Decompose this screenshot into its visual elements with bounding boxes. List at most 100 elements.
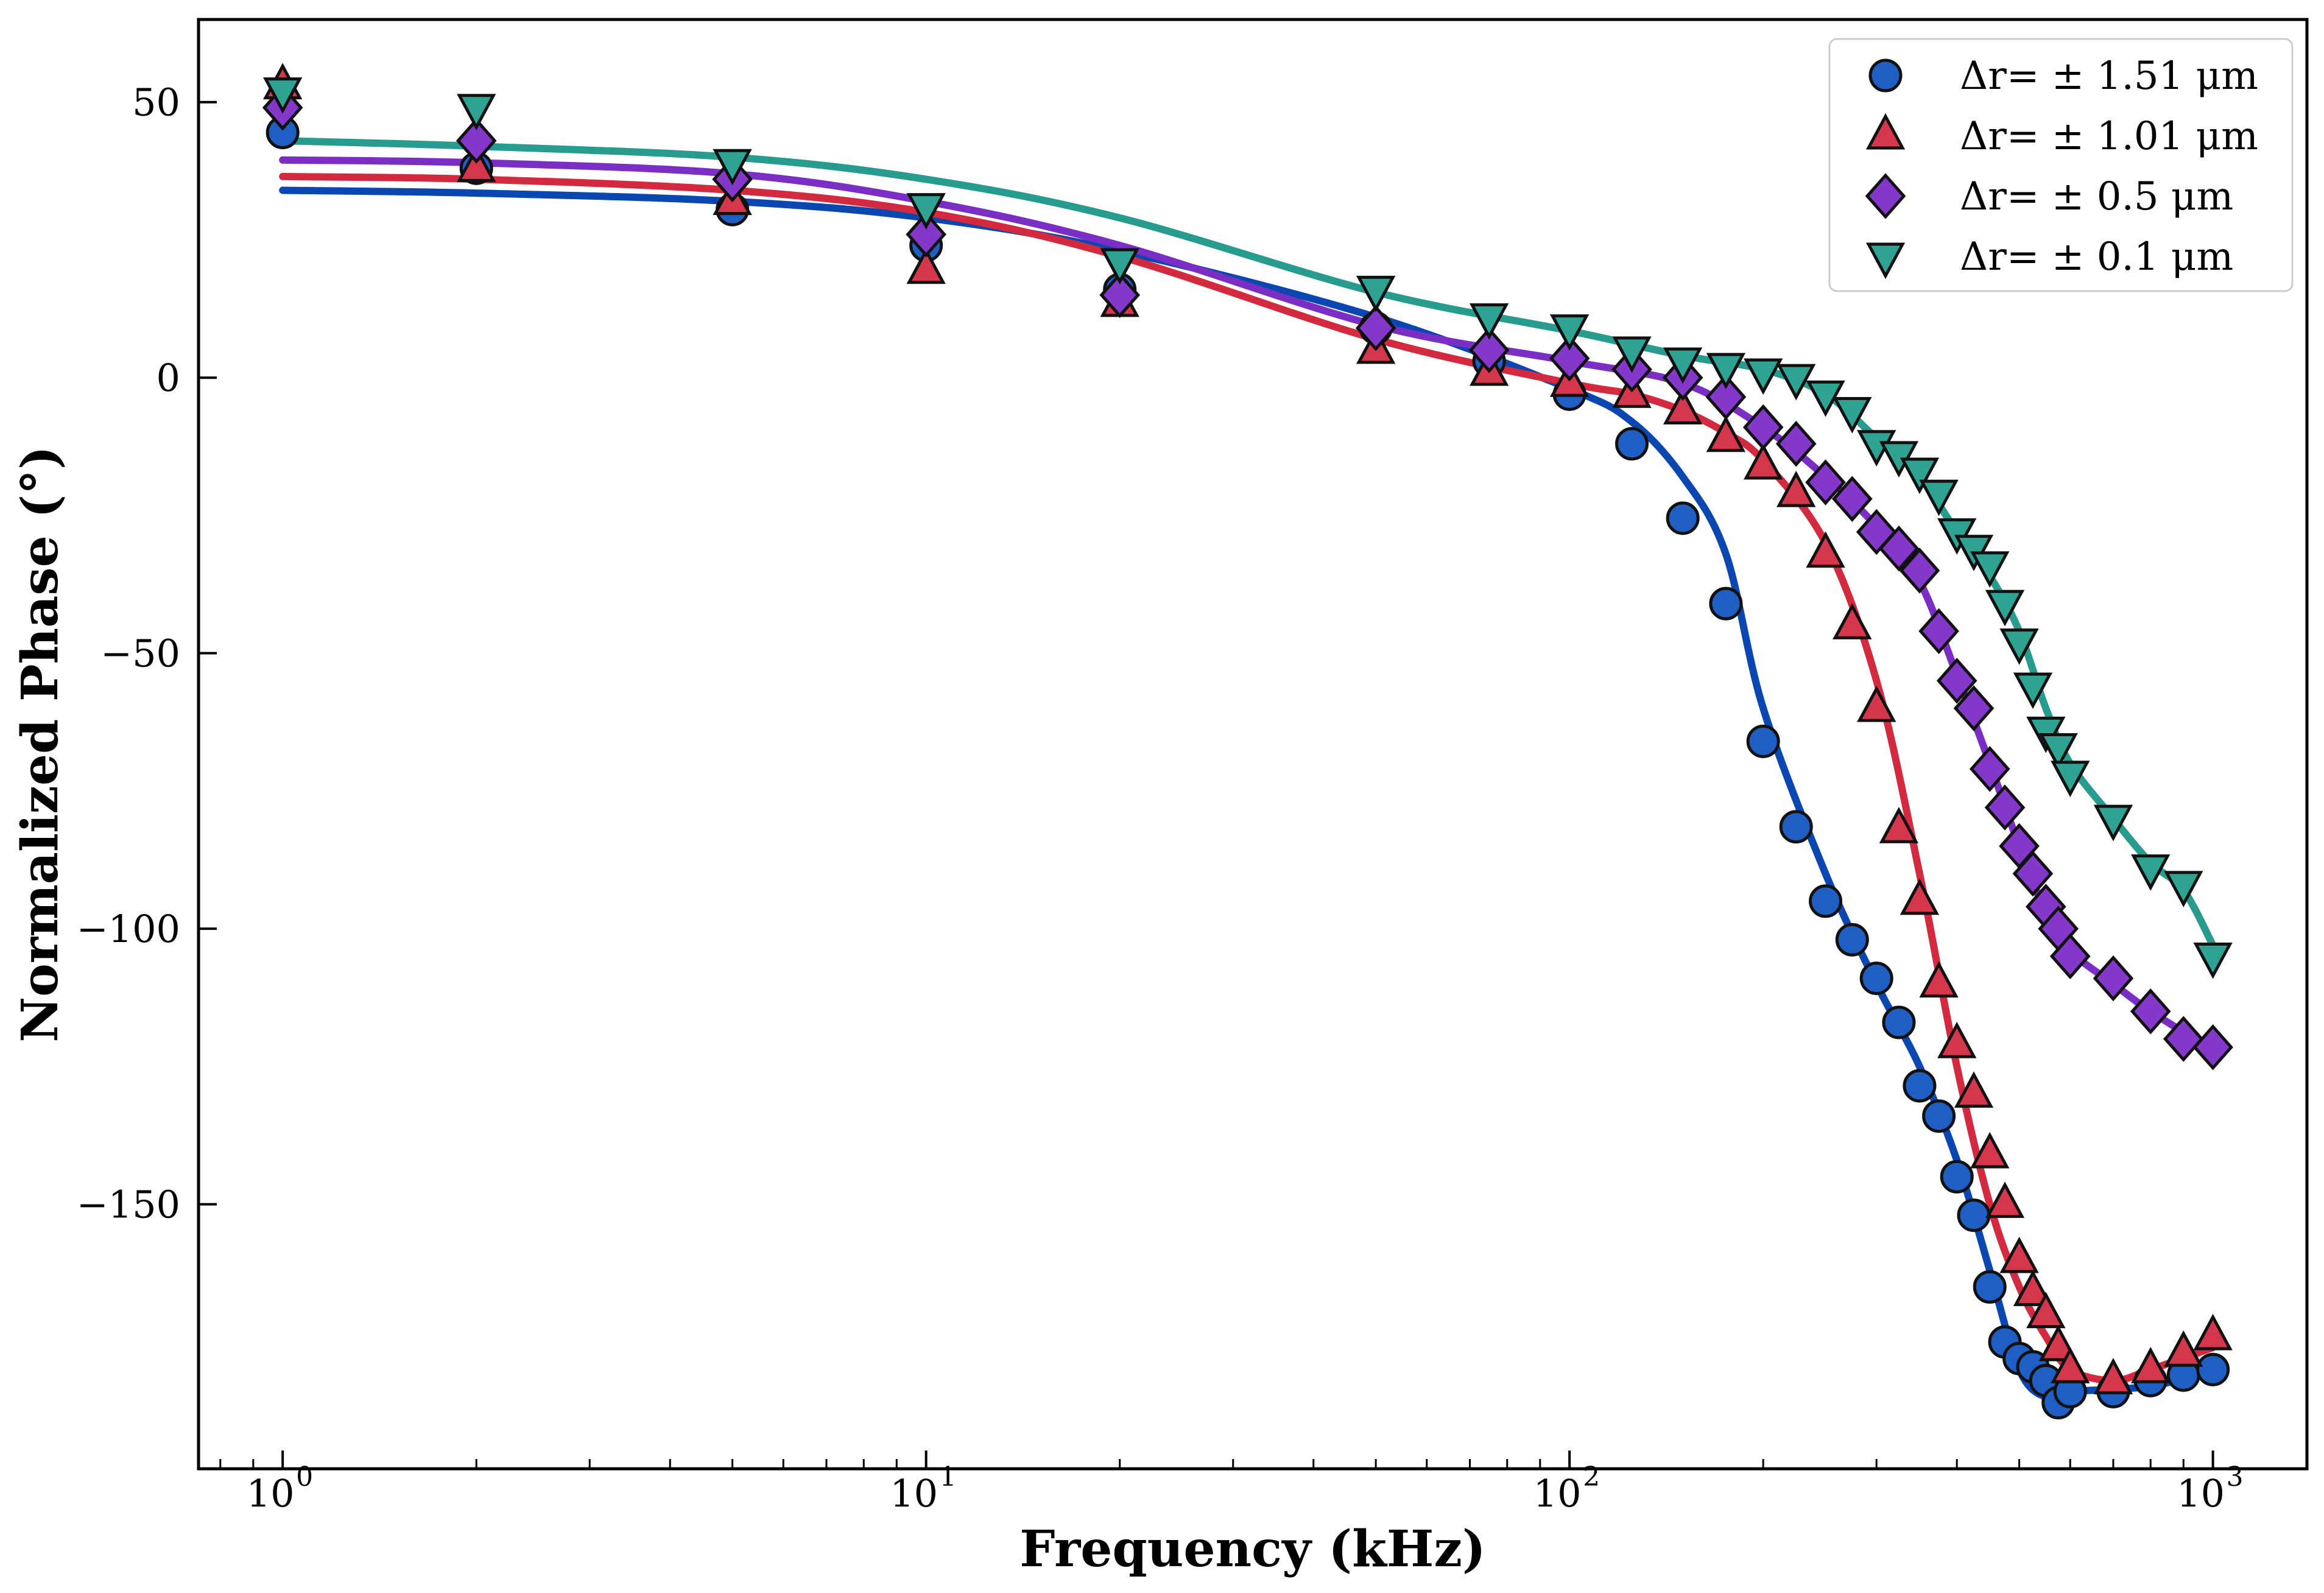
data-point-series-2 [1970,1131,2010,1169]
legend-label-3: Δr= ± 0.5 μm [1960,174,2233,219]
data-point-series-4 [2131,854,2171,891]
x-tick-exponent: 2 [1583,1461,1600,1493]
x-tick-exponent: 3 [2227,1461,2244,1493]
data-point-series-1 [2196,1352,2230,1387]
data-point-series-4 [1663,347,1703,384]
data-point-series-4 [1833,397,1872,434]
data-point-series-4 [1919,479,1959,516]
data-point-series-4 [1900,457,1940,494]
legend-label-2: Δr= ± 1.01 μm [1960,114,2258,159]
data-point-series-3 [2012,850,2054,897]
data-point-series-4 [457,94,496,131]
data-point-series-2 [1900,878,1940,915]
data-point-series-1 [1615,427,1649,461]
data-point-series-4 [1970,551,2010,588]
y-tick-label: 0 [157,356,180,400]
data-point-series-1 [1922,1099,1956,1133]
data-point-series-3 [2192,1024,2233,1071]
data-point-series-4 [262,77,303,114]
data-point-series-1 [1779,810,1813,844]
axis-ticks [199,100,2214,1469]
data-point-series-4 [2038,733,2078,770]
data-point-series-1 [1859,962,1893,996]
y-tick-label: −50 [100,631,180,676]
data-point-series-2 [2164,1330,2203,1367]
x-tick-exponent: 1 [940,1461,957,1493]
data-point-series-1 [1973,1270,2007,1304]
data-point-series-2 [1937,1021,1977,1058]
data-point-series-2 [1857,685,1896,722]
y-axis-title: Normalized Phase (°) [11,446,69,1043]
y-tick-label: −100 [77,907,180,951]
data-point-series-4 [1549,314,1590,351]
data-point-series-3 [906,211,946,258]
data-point-series-2 [457,146,496,182]
data-point-series-2 [1806,531,1845,568]
data-point-series-4 [2013,672,2053,709]
data-point-series-1 [1746,724,1780,758]
data-point-series-2 [2131,1346,2171,1384]
data-point-series-4 [1999,628,2039,665]
data-point-series-2 [1919,961,1959,998]
data-point-series-4 [713,149,752,186]
data-point-series-1 [1940,1159,1974,1194]
data-point-series-4 [1776,364,1816,401]
data-point-series-4 [1743,358,1783,395]
data-point-series-3 [1899,547,1940,594]
data-point-series-2 [2013,1270,2053,1306]
data-point-series-2 [1954,1071,1994,1108]
data-point-series-4 [1612,336,1652,373]
data-point-series-2 [1743,443,1783,480]
data-point-series-1 [1809,884,1843,918]
data-point-series-3 [1831,476,1873,522]
data-point-series-4 [2093,804,2133,842]
data-point-series-4 [1469,303,1509,340]
data-point-series-3 [2163,1016,2204,1062]
data-point-series-4 [1100,248,1139,285]
data-point-series-4 [2193,942,2233,979]
legend-marker-1 [1868,58,1903,93]
x-tick-label: 10 [247,1471,295,1516]
data-point-series-2 [2026,1292,2066,1329]
data-point-series-2 [2093,1357,2133,1394]
x-axis-title: Frequency (kHz) [1019,1520,1485,1578]
data-point-series-3 [1953,685,1995,731]
legend-marker-3 [1865,173,1906,219]
data-point-series-2 [1879,806,1919,843]
plot-frame [197,18,2309,1471]
data-point-series-4 [1356,275,1396,312]
data-point-series-3 [1936,658,1977,704]
data-point-series-3 [1705,374,1747,420]
data-point-series-4 [906,193,946,230]
x-tick-label: 10 [890,1471,938,1516]
data-point-series-1 [1882,1005,1916,1039]
data-point-series-2 [1833,603,1872,639]
data-point-series-3 [1742,404,1784,451]
data-point-series-2 [2051,1346,2090,1384]
data-point-series-2 [1706,415,1746,452]
data-point-series-1 [1835,923,1869,957]
data-point-series-3 [1468,327,1510,373]
legend-label-4: Δr= ± 0.1 μm [1960,234,2233,280]
data-point-series-2 [906,247,946,284]
x-tick-label: 10 [1533,1471,1582,1516]
legend-box [1828,38,2294,292]
data-point-series-1 [1957,1198,1991,1233]
data-point-series-3 [1918,608,1959,655]
data-point-series-3 [2130,988,2171,1035]
y-tick-label: 50 [132,80,180,125]
data-point-series-2 [1985,1181,2025,1218]
data-point-series-3 [2049,933,2091,980]
legend: Δr= ± 1.51 μm Δr= ± 1.01 μm Δr= ± 0.5 μm Δr… [1828,38,2294,292]
data-point-series-4 [1706,353,1746,390]
data-markers [262,63,2233,1419]
data-point-series-1 [1709,586,1743,621]
data-point-series-2 [1776,470,1816,507]
legend-label-1: Δr= ± 1.51 μm [1960,54,2258,99]
data-point-series-2 [2038,1324,2078,1362]
fit-line-series-2 [279,172,2217,1385]
data-point-series-3 [1775,421,1817,467]
data-point-series-3 [1969,745,2010,792]
